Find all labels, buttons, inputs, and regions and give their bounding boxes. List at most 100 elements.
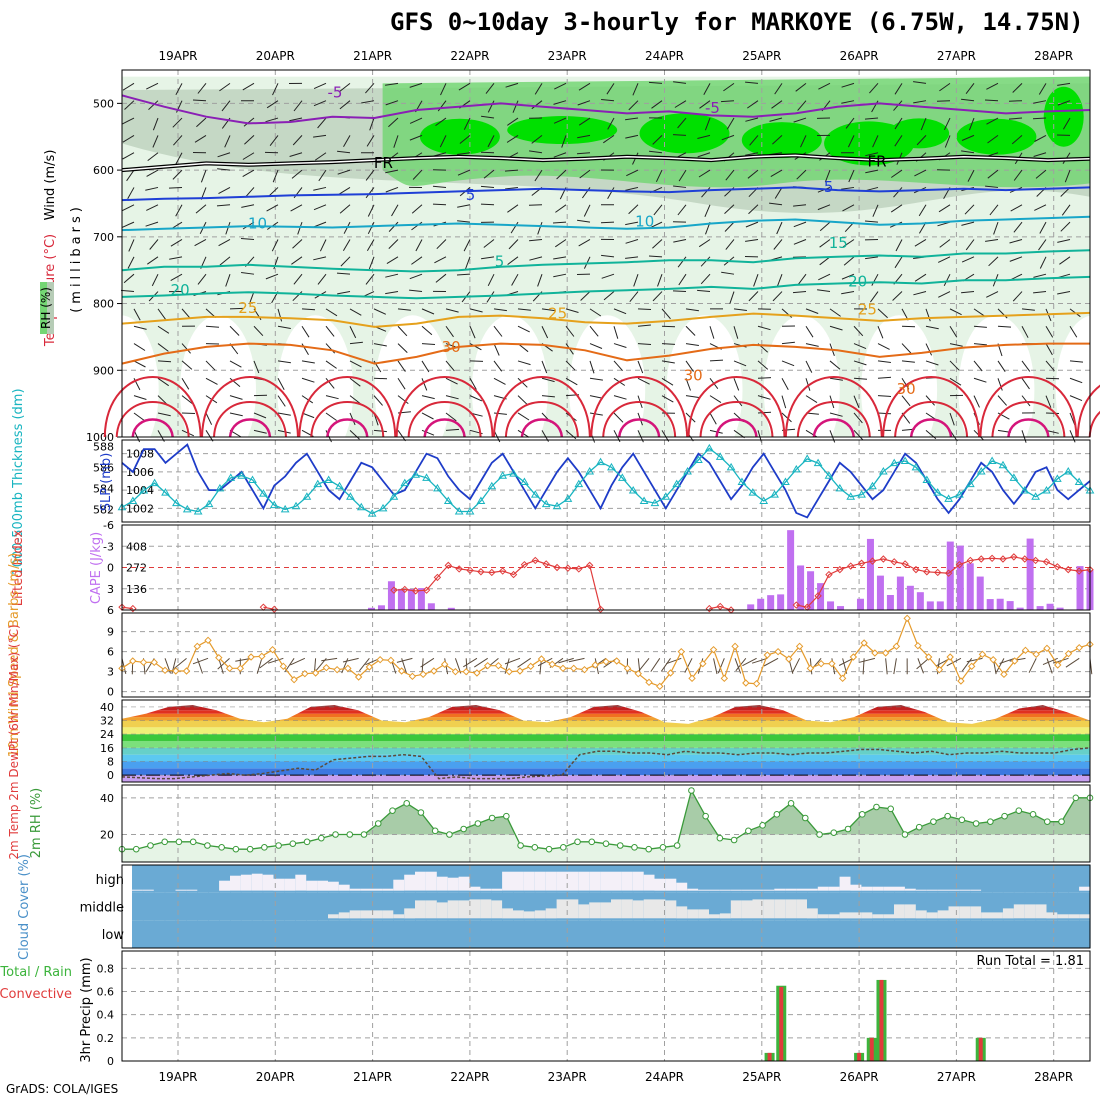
wind-barb bbox=[561, 135, 567, 148]
cloud-cell-high bbox=[491, 865, 503, 893]
wind-barb bbox=[943, 273, 951, 287]
pressure-tick-label: 1000 bbox=[86, 431, 114, 444]
cloud-cell-high bbox=[1024, 865, 1037, 893]
isotherm-40 bbox=[504, 401, 579, 438]
wind-barb bbox=[781, 395, 787, 409]
cloud-clear-middle bbox=[425, 900, 438, 919]
cloud-clear-middle bbox=[828, 914, 841, 919]
cloud-cell-high bbox=[219, 865, 231, 893]
rh-marker bbox=[702, 812, 709, 820]
cloud-clear-high bbox=[904, 888, 917, 891]
cape-bar bbox=[906, 585, 914, 610]
cloud-frame bbox=[121, 864, 1091, 949]
wind-barb bbox=[552, 221, 567, 224]
cloud-cell-middle bbox=[1068, 892, 1080, 921]
date-tick-top: 20APR bbox=[256, 49, 295, 63]
wind-barb bbox=[556, 169, 567, 180]
cloud-cell-high bbox=[828, 865, 841, 893]
surface-wind-barb bbox=[660, 658, 671, 672]
wind-barb bbox=[613, 412, 624, 423]
rh-marker bbox=[189, 838, 197, 846]
surface-wind-barb bbox=[742, 657, 757, 667]
cloud-cell-high bbox=[872, 865, 884, 893]
wind-barb bbox=[685, 378, 691, 391]
wind-speed-marker bbox=[881, 649, 890, 657]
wind-barb bbox=[865, 169, 879, 174]
wind-barb bbox=[1009, 256, 1023, 262]
wind-barb bbox=[271, 239, 279, 252]
cloud-clear-middle bbox=[338, 912, 351, 919]
wind-barb bbox=[277, 412, 291, 416]
cloud-cell-high bbox=[132, 865, 144, 893]
wind-speed-marker bbox=[828, 659, 836, 668]
wind-barb bbox=[385, 273, 399, 278]
cloud-clear-high bbox=[425, 871, 438, 891]
cape-bar bbox=[936, 601, 944, 610]
cloud-cell-high bbox=[469, 865, 481, 893]
thickness-marker bbox=[1052, 474, 1062, 482]
cloud-clear-high bbox=[894, 886, 906, 891]
cloud-clear-middle bbox=[600, 902, 612, 919]
wind-barb bbox=[824, 169, 831, 183]
wind-barb bbox=[829, 412, 843, 417]
contour-label: 15 bbox=[829, 234, 848, 252]
wind-barb bbox=[725, 239, 735, 250]
wind-barb bbox=[421, 343, 436, 345]
wind-barb bbox=[369, 117, 375, 131]
surface-wind-barb bbox=[666, 657, 682, 665]
rh-marker bbox=[204, 842, 211, 849]
wind-barb bbox=[397, 308, 411, 311]
cloud-clear-high bbox=[219, 880, 231, 891]
cape-bar bbox=[966, 563, 974, 610]
temperature-band bbox=[122, 741, 1090, 748]
cloud-cell-low bbox=[796, 920, 808, 948]
cloud-clear-high bbox=[534, 871, 547, 891]
wind-barb bbox=[939, 82, 951, 92]
surface-wind-barb bbox=[684, 658, 693, 673]
wind-barb bbox=[435, 273, 447, 283]
cloud-cell-low bbox=[992, 920, 1004, 948]
rh-marker bbox=[503, 812, 510, 820]
surface-wind-barb bbox=[517, 657, 531, 668]
contour-label: -5 bbox=[705, 99, 720, 117]
thickness-marker bbox=[878, 467, 888, 475]
rh-marker bbox=[574, 838, 581, 846]
wind-barb bbox=[698, 169, 711, 178]
wind-barb bbox=[797, 273, 807, 285]
lifted-index-marker bbox=[944, 569, 953, 577]
cloud-clear-high bbox=[676, 882, 688, 891]
temperature-band bbox=[122, 720, 1090, 728]
rh-marker bbox=[1001, 812, 1008, 820]
wind-barb bbox=[435, 117, 447, 127]
wind-barb bbox=[181, 360, 193, 370]
wind-barb bbox=[205, 412, 213, 425]
date-tick-top: 27APR bbox=[937, 49, 976, 63]
cloud-cell-middle bbox=[1046, 892, 1058, 921]
cape-bar bbox=[777, 594, 785, 610]
wind-barb bbox=[253, 429, 267, 434]
cloud-clear-middle bbox=[926, 912, 939, 919]
cloud-cell-middle bbox=[338, 892, 351, 921]
wind-barb bbox=[973, 343, 987, 346]
cloud-cell-low bbox=[404, 920, 416, 948]
slp-tick-label: 1004 bbox=[126, 484, 154, 497]
wind-tick-label: 0 bbox=[107, 686, 114, 699]
thickness-marker bbox=[781, 477, 790, 486]
wind-barb bbox=[216, 204, 231, 207]
lifted-index-marker bbox=[466, 566, 474, 575]
thickness-marker bbox=[1020, 485, 1030, 494]
cape-bar bbox=[827, 601, 835, 610]
wind-barb bbox=[313, 221, 327, 228]
wind-barb bbox=[487, 273, 495, 287]
thickness-marker bbox=[726, 462, 736, 471]
wind-barb bbox=[409, 82, 423, 88]
wind-barb bbox=[753, 274, 759, 287]
rh-marker bbox=[389, 807, 396, 814]
rh-marker bbox=[930, 818, 937, 825]
contour-label: FR bbox=[374, 154, 393, 172]
contour-label: 5 bbox=[495, 253, 505, 271]
wind-barb bbox=[871, 273, 879, 286]
rh-marker bbox=[616, 842, 624, 849]
wind-barb bbox=[757, 325, 771, 331]
thickness-marker bbox=[313, 479, 323, 488]
